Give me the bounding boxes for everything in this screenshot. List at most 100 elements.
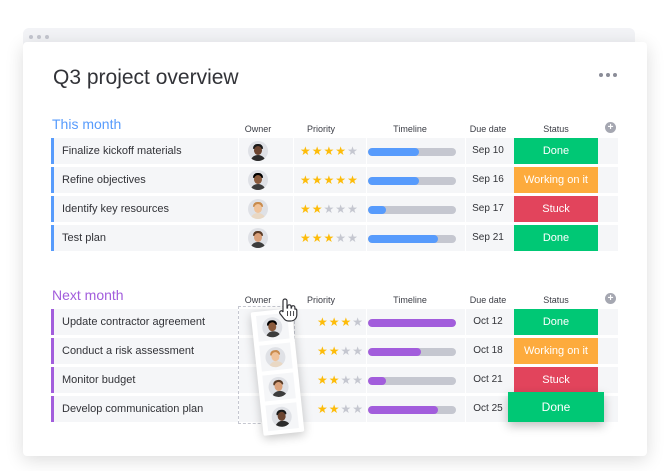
due-date[interactable]: Oct 18 [473, 345, 503, 356]
task-name[interactable]: Finalize kickoff materials [62, 145, 182, 157]
status-badge[interactable]: Done [508, 392, 604, 422]
column-header-due-date[interactable]: Due date [469, 124, 507, 134]
due-date[interactable]: Sep 17 [472, 203, 504, 214]
priority-rating[interactable]: ★★★★ [317, 373, 364, 387]
column-header-owner[interactable]: Owner [244, 295, 272, 305]
star-filled-icon[interactable]: ★ [323, 231, 336, 245]
timeline-bar[interactable] [368, 377, 456, 385]
status-badge[interactable]: Stuck [514, 367, 598, 393]
group-title-this-month[interactable]: This month [52, 116, 122, 132]
status-badge[interactable]: Stuck [514, 196, 598, 222]
star-filled-icon[interactable]: ★ [328, 373, 341, 387]
priority-rating[interactable]: ★★★★ [317, 315, 364, 329]
star-filled-icon[interactable]: ★ [311, 202, 324, 216]
task-name[interactable]: Develop communication plan [62, 403, 204, 415]
timeline-bar[interactable] [368, 148, 456, 156]
star-empty-icon[interactable]: ★ [352, 373, 365, 387]
avatar[interactable] [248, 199, 268, 219]
task-name[interactable]: Refine objectives [62, 174, 146, 186]
star-filled-icon[interactable]: ★ [317, 402, 329, 416]
status-badge[interactable]: Working on it [514, 167, 598, 193]
priority-rating[interactable]: ★★★★★ [300, 173, 359, 187]
table-row[interactable]: Identify key resources ★★★★★ Sep 17 Stuck [51, 196, 618, 222]
column-header-priority[interactable]: Priority [306, 124, 335, 134]
column-header-status[interactable]: Status [543, 124, 569, 134]
due-date[interactable]: Sep 10 [472, 145, 504, 156]
star-filled-icon[interactable]: ★ [300, 144, 312, 158]
star-empty-icon[interactable]: ★ [323, 202, 336, 216]
due-date[interactable]: Oct 25 [473, 403, 503, 414]
column-header-timeline[interactable]: Timeline [393, 295, 427, 305]
timeline-bar[interactable] [368, 235, 456, 243]
star-empty-icon[interactable]: ★ [352, 344, 365, 358]
star-empty-icon[interactable]: ★ [352, 315, 365, 329]
status-badge[interactable]: Done [514, 309, 598, 335]
table-row[interactable]: Update contractor agreement ★★★★ Oct 12 Don… [51, 309, 618, 335]
star-filled-icon[interactable]: ★ [311, 173, 324, 187]
star-empty-icon[interactable]: ★ [352, 402, 365, 416]
column-header-due-date[interactable]: Due date [469, 295, 507, 305]
star-filled-icon[interactable]: ★ [323, 144, 336, 158]
avatar[interactable] [248, 228, 268, 248]
star-filled-icon[interactable]: ★ [317, 344, 329, 358]
timeline-bar[interactable] [368, 319, 456, 327]
star-filled-icon[interactable]: ★ [311, 144, 324, 158]
status-badge[interactable]: Working on it [514, 338, 598, 364]
table-row[interactable]: Conduct a risk assessment ★★★★ Oct 18 Worki… [51, 338, 618, 364]
due-date[interactable]: Oct 21 [473, 374, 503, 385]
priority-rating[interactable]: ★★★★ [317, 344, 364, 358]
star-empty-icon[interactable]: ★ [347, 144, 359, 158]
timeline-bar[interactable] [368, 206, 456, 214]
plus-circle-icon[interactable]: + [605, 293, 616, 304]
due-date[interactable]: Sep 21 [472, 232, 504, 243]
timeline-bar[interactable] [368, 177, 456, 185]
star-empty-icon[interactable]: ★ [347, 231, 359, 245]
table-row[interactable]: Monitor budget ★★★★ Oct 21 Stuck [51, 367, 618, 393]
star-empty-icon[interactable]: ★ [347, 202, 359, 216]
due-date[interactable]: Oct 12 [473, 316, 503, 327]
task-name[interactable]: Conduct a risk assessment [62, 345, 195, 357]
star-empty-icon[interactable]: ★ [340, 344, 353, 358]
task-name[interactable]: Identify key resources [62, 203, 169, 215]
star-empty-icon[interactable]: ★ [335, 202, 348, 216]
task-name[interactable]: Test plan [62, 232, 107, 244]
star-filled-icon[interactable]: ★ [340, 315, 353, 329]
avatar[interactable] [248, 170, 268, 190]
column-header-priority[interactable]: Priority [306, 295, 335, 305]
star-filled-icon[interactable]: ★ [317, 315, 329, 329]
column-header-owner[interactable]: Owner [244, 124, 272, 134]
star-empty-icon[interactable]: ★ [340, 402, 353, 416]
table-row[interactable]: Finalize kickoff materials ★★★★★ Sep 10 Don… [51, 138, 618, 164]
star-filled-icon[interactable]: ★ [300, 173, 312, 187]
star-filled-icon[interactable]: ★ [347, 173, 359, 187]
star-filled-icon[interactable]: ★ [335, 144, 348, 158]
star-filled-icon[interactable]: ★ [300, 231, 312, 245]
group-title-next-month[interactable]: Next month [52, 287, 124, 303]
star-filled-icon[interactable]: ★ [328, 315, 341, 329]
table-row[interactable]: Test plan ★★★★★ Sep 21 Done [51, 225, 618, 251]
table-row[interactable]: Develop communication plan ★★★★ Oct 25 Done [51, 392, 618, 422]
status-badge[interactable]: Done [514, 138, 598, 164]
task-name[interactable]: Monitor budget [62, 374, 136, 386]
star-filled-icon[interactable]: ★ [328, 402, 341, 416]
star-empty-icon[interactable]: ★ [335, 231, 348, 245]
more-horizontal-icon[interactable] [599, 73, 617, 77]
column-header-timeline[interactable]: Timeline [393, 124, 427, 134]
priority-rating[interactable]: ★★★★ [317, 402, 364, 416]
timeline-bar[interactable] [368, 348, 456, 356]
star-filled-icon[interactable]: ★ [328, 344, 341, 358]
priority-rating[interactable]: ★★★★★ [300, 144, 359, 158]
star-filled-icon[interactable]: ★ [317, 373, 329, 387]
star-empty-icon[interactable]: ★ [340, 373, 353, 387]
column-header-status[interactable]: Status [543, 295, 569, 305]
priority-rating[interactable]: ★★★★★ [300, 202, 359, 216]
star-filled-icon[interactable]: ★ [311, 231, 324, 245]
star-filled-icon[interactable]: ★ [323, 173, 336, 187]
table-row[interactable]: Refine objectives ★★★★★ Sep 16 Working on i… [51, 167, 618, 193]
star-filled-icon[interactable]: ★ [335, 173, 348, 187]
plus-circle-icon[interactable]: + [605, 122, 616, 133]
status-badge[interactable]: Done [514, 225, 598, 251]
task-name[interactable]: Update contractor agreement [62, 316, 206, 328]
due-date[interactable]: Sep 16 [472, 174, 504, 185]
timeline-bar[interactable] [368, 406, 456, 414]
